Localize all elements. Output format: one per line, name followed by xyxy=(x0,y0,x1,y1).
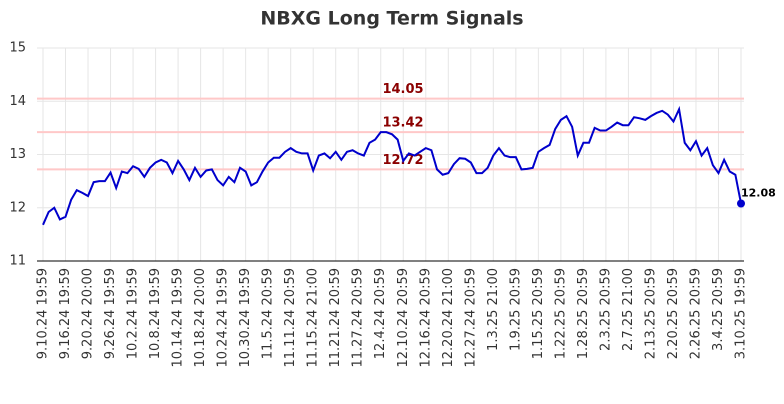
x-tick-label: 11.27.24 20:59 xyxy=(351,268,366,368)
x-tick-label: 1.22.25 20:59 xyxy=(553,268,568,359)
signal-label: 14.05 xyxy=(382,82,423,97)
x-tick-label: 1.15.25 20:59 xyxy=(531,268,546,359)
x-tick-label: 3.4.25 20:59 xyxy=(711,268,726,351)
y-tick-label: 11 xyxy=(9,254,26,269)
x-tick-label: 10.18.24 20:00 xyxy=(193,268,208,368)
price-line xyxy=(42,105,742,226)
x-tick-label: 9.10.24 19:59 xyxy=(36,268,51,359)
x-tick-label: 10.14.24 19:59 xyxy=(171,268,186,368)
y-tick-label: 15 xyxy=(9,41,26,56)
x-tick-label: 10.8.24 19:59 xyxy=(148,268,163,359)
x-tick-label: 9.26.24 19:59 xyxy=(103,268,118,359)
x-tick-label: 12.16.24 20:59 xyxy=(418,268,433,368)
x-tick-label: 2.13.25 20:59 xyxy=(643,268,658,359)
chart-title: NBXG Long Term Signals xyxy=(260,8,523,30)
signal-label: 13.42 xyxy=(382,116,423,131)
x-tick-label: 11.15.24 21:00 xyxy=(306,268,321,368)
x-tick-label: 12.20.24 21:00 xyxy=(441,268,456,368)
x-tick-label: 9.20.24 20:00 xyxy=(81,268,96,359)
x-tick-label: 2.20.25 20:59 xyxy=(666,268,681,359)
last-point xyxy=(737,199,745,208)
x-tick-label: 10.2.24 19:59 xyxy=(126,268,141,359)
x-tick-label: 12.4.24 20:59 xyxy=(373,268,388,359)
x-tick-label: 11.11.24 20:59 xyxy=(283,268,298,368)
x-tick-label: 10.24.24 19:59 xyxy=(216,268,231,368)
x-tick-label: 2.7.25 21:00 xyxy=(621,268,636,351)
x-tick-label: 1.28.25 20:59 xyxy=(576,268,591,359)
x-tick-label: 2.3.25 20:59 xyxy=(598,268,613,351)
x-tick-label: 11.5.24 20:59 xyxy=(261,268,276,359)
y-tick-label: 12 xyxy=(9,200,26,215)
x-tick-label: 10.30.24 19:59 xyxy=(238,268,253,368)
x-tick-label: 12.27.24 20:59 xyxy=(463,268,478,368)
x-tick-label: 2.26.25 20:59 xyxy=(688,268,703,359)
y-tick-label: 14 xyxy=(9,94,26,109)
x-tick-label: 1.9.25 20:59 xyxy=(508,268,523,351)
y-tick-label: 13 xyxy=(9,147,26,162)
x-tick-label: 12.10.24 20:59 xyxy=(396,268,411,368)
last-value-label: 12.08 xyxy=(741,186,776,199)
x-tick-label: 1.3.25 21:00 xyxy=(486,268,501,351)
x-tick-label: 9.16.24 19:59 xyxy=(58,268,73,359)
x-tick-label: 11.21.24 20:59 xyxy=(328,268,343,368)
x-tick-label: 3.10.25 19:59 xyxy=(734,268,749,359)
